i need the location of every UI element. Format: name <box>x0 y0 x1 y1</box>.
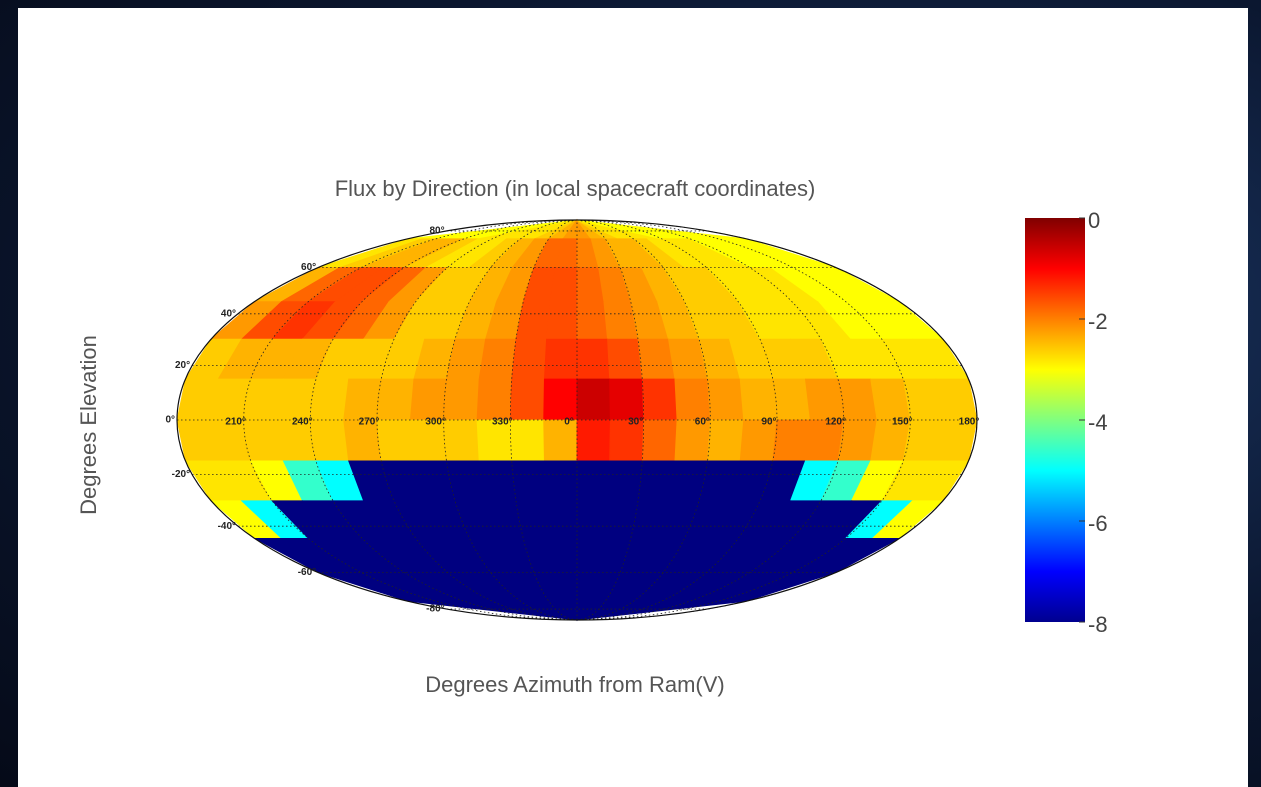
chart-title: Flux by Direction (in local spacecraft c… <box>335 176 816 201</box>
x-tick-label: 30° <box>628 417 643 428</box>
colorbar-tick-label: -4 <box>1088 410 1108 435</box>
heat-cell <box>478 460 517 502</box>
heat-cell <box>543 460 578 502</box>
heat-cell <box>576 419 611 462</box>
heat-cell <box>609 378 645 421</box>
heat-cell <box>576 378 611 421</box>
x-tick-label: 150° <box>892 417 913 428</box>
heat-cell <box>511 460 547 502</box>
heat-cell <box>511 338 547 380</box>
heat-cell <box>376 378 415 421</box>
y-tick-label: -80° <box>426 604 444 615</box>
heat-cell <box>409 378 447 421</box>
heat-cell <box>509 378 545 421</box>
heat-cell <box>739 378 778 421</box>
x-tick-label: 60° <box>695 417 710 428</box>
colorbar-tick-label: -8 <box>1088 612 1108 637</box>
y-tick-label: -60° <box>298 567 316 578</box>
colorbar-tick-label: 0 <box>1088 208 1100 233</box>
heat-cell <box>309 419 350 462</box>
x-tick-label: 0° <box>564 417 574 428</box>
heat-cell <box>376 419 415 462</box>
x-tick-label: 90° <box>761 417 776 428</box>
heat-cell <box>478 338 517 380</box>
heat-cell <box>543 378 578 421</box>
heat-cell <box>772 419 811 462</box>
y-axis-label: Degrees Elevation <box>76 335 101 515</box>
heat-cell <box>837 378 878 421</box>
heat-cell <box>576 338 611 380</box>
y-tick-label: 0° <box>165 415 175 426</box>
heat-cell <box>543 338 578 380</box>
colorbar <box>1025 218 1085 622</box>
y-tick-label: 40° <box>221 308 236 319</box>
y-tick-label: 60° <box>301 262 316 273</box>
heat-cell <box>576 500 608 539</box>
grid-line <box>243 219 578 621</box>
y-tick-label: -40° <box>218 521 236 532</box>
heat-cell <box>443 378 480 421</box>
colorbar-tick-label: -2 <box>1088 309 1108 334</box>
heat-cell <box>641 378 678 421</box>
heat-cell <box>476 378 513 421</box>
heat-cell <box>607 338 643 380</box>
heat-cell <box>576 460 611 502</box>
heat-cell <box>343 378 382 421</box>
heat-cell <box>576 301 608 340</box>
heat-cell <box>707 378 745 421</box>
x-tick-label: 270° <box>359 417 380 428</box>
heat-cell <box>772 378 811 421</box>
y-tick-label: 80° <box>430 226 445 237</box>
heat-cell <box>641 419 678 462</box>
colorbar-tick-label: -6 <box>1088 511 1108 536</box>
grid-line <box>576 219 845 621</box>
x-tick-label: 180° <box>959 417 980 428</box>
heat-cell <box>607 460 643 502</box>
heat-cell <box>674 378 711 421</box>
heat-cell <box>804 378 845 421</box>
x-tick-label: 120° <box>825 417 846 428</box>
heat-cell <box>243 378 284 421</box>
grid-line <box>443 219 578 621</box>
heat-cell <box>707 419 745 462</box>
heat-cell <box>243 419 284 462</box>
heat-cell <box>546 301 578 340</box>
x-tick-label: 210° <box>225 417 246 428</box>
heat-cell <box>309 378 350 421</box>
y-tick-label: 20° <box>175 360 190 371</box>
heat-cell <box>546 500 578 539</box>
heat-cell <box>509 419 545 462</box>
x-tick-label: 300° <box>425 417 446 428</box>
x-tick-label: 240° <box>292 417 313 428</box>
map-outline <box>176 219 978 621</box>
x-axis-label: Degrees Azimuth from Ram(V) <box>425 672 725 697</box>
heat-cell <box>276 378 317 421</box>
x-tick-label: 330° <box>492 417 513 428</box>
y-tick-label: -20° <box>172 469 190 480</box>
heat-cell <box>443 419 480 462</box>
